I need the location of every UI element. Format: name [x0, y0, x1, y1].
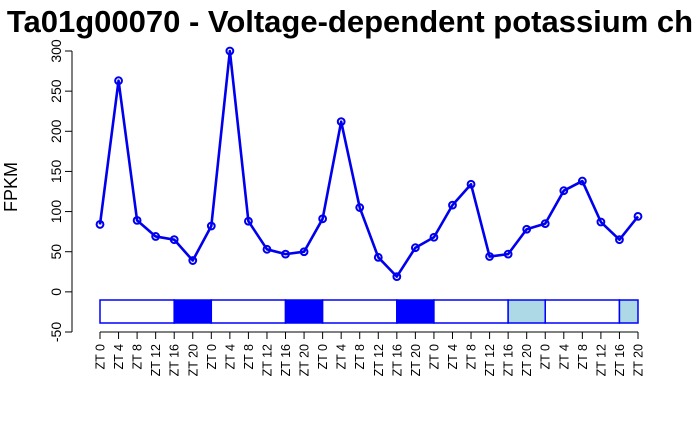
x-tick-label: ZT 8 — [576, 344, 590, 370]
y-tick-label: 100 — [48, 200, 64, 224]
x-tick-label: ZT 20 — [632, 344, 646, 376]
data-point — [355, 203, 365, 212]
data-point — [503, 249, 513, 259]
condition-segment-free — [618, 299, 639, 324]
data-point — [522, 224, 532, 234]
series-line — [98, 49, 640, 278]
x-tick-label: ZT 0 — [427, 344, 441, 370]
data-point — [448, 200, 457, 210]
y-tick-label: 0 — [48, 288, 64, 296]
x-tick-label: ZT 12 — [149, 344, 163, 376]
x-tick-label: ZT 20 — [298, 344, 312, 376]
x-tick-label: ZT 4 — [335, 344, 349, 370]
data-point — [188, 256, 198, 265]
x-tick-label: ZT 0 — [316, 344, 330, 370]
data-point — [577, 176, 587, 186]
data-point — [114, 76, 123, 86]
x-tick-label: ZT 16 — [279, 344, 293, 376]
x-tick-label: ZT 8 — [465, 344, 479, 370]
condition-segment-light — [321, 299, 398, 324]
x-tick-label: ZT 8 — [131, 344, 145, 370]
data-point — [596, 217, 606, 227]
x-tick-label: ZT 16 — [168, 344, 182, 376]
data-point — [206, 221, 216, 231]
x-tick-label: ZT 16 — [613, 344, 627, 376]
data-point — [151, 232, 161, 241]
x-tick-label: ZT 0 — [94, 344, 108, 370]
x-tick-label: ZT 16 — [502, 344, 516, 376]
data-point — [540, 219, 550, 229]
y-tick-label: -50 — [48, 322, 64, 342]
condition-segment-light — [544, 299, 621, 324]
x-tick-label: ZT 16 — [390, 344, 404, 376]
x-tick-label: ZT 20 — [409, 344, 423, 376]
x-tick-label: ZT 12 — [260, 344, 274, 376]
y-axis: -50 0 50 100 150 200 250 300 — [48, 39, 73, 342]
data-point — [169, 235, 179, 245]
y-tick-label: 200 — [48, 119, 64, 143]
data-point — [615, 235, 624, 245]
data-point — [336, 117, 346, 127]
x-tick-label: ZT 12 — [372, 344, 386, 376]
data-point — [466, 179, 476, 189]
data-point — [299, 247, 309, 257]
x-tick-label: ZT 20 — [520, 344, 534, 376]
x-tick-label: ZT 8 — [242, 344, 256, 370]
data-point — [244, 216, 253, 226]
x-tick-label: ZT 4 — [223, 344, 237, 370]
x-tick-label: ZT 12 — [594, 344, 608, 376]
y-tick-label: 300 — [48, 39, 64, 63]
data-point — [281, 249, 290, 259]
condition-segment-dark — [284, 299, 324, 324]
data-point — [262, 244, 272, 254]
condition-segment-dark — [173, 299, 213, 324]
y-tick-label: 50 — [48, 244, 64, 260]
data-point — [410, 243, 420, 253]
data-point — [318, 214, 328, 224]
condition-segment-light — [99, 299, 175, 324]
condition-segment-dark — [396, 299, 435, 324]
data-point — [225, 46, 235, 56]
data-point — [429, 232, 439, 242]
x-tick-label: ZT 12 — [483, 344, 497, 376]
chart-title: Ta01g00070 - Voltage-dependent potassium… — [7, 4, 693, 39]
x-tick-label: ZT 0 — [539, 344, 553, 370]
x-tick-label: ZT 4 — [446, 344, 460, 370]
data-point — [95, 220, 105, 229]
data-point — [392, 272, 402, 282]
x-tick-label: ZT 4 — [112, 344, 126, 370]
data-point — [373, 252, 383, 262]
series-fpkm — [95, 46, 643, 282]
x-tick-label: ZT 4 — [557, 344, 571, 370]
data-point — [633, 211, 643, 221]
condition-bar — [99, 299, 639, 324]
x-tick-label: ZT 0 — [205, 344, 219, 370]
condition-segment-free — [507, 299, 546, 324]
y-tick-label: 150 — [48, 160, 64, 184]
data-point — [559, 186, 569, 196]
x-tick-label: ZT 20 — [186, 344, 200, 376]
x-tick-label: ZT 8 — [353, 344, 367, 370]
y-axis-label: FPKM — [1, 162, 21, 212]
condition-segment-light — [433, 299, 509, 324]
x-axis: ZT 0 ZT 4 ZT 8 ZT 12 ZT 16 ZT 20 ZT 0 ZT 4 ZT 8 Z… — [94, 331, 646, 376]
data-point — [485, 252, 494, 261]
condition-segment-light — [210, 299, 287, 324]
y-tick-label: 250 — [48, 79, 64, 103]
data-point — [132, 216, 142, 225]
